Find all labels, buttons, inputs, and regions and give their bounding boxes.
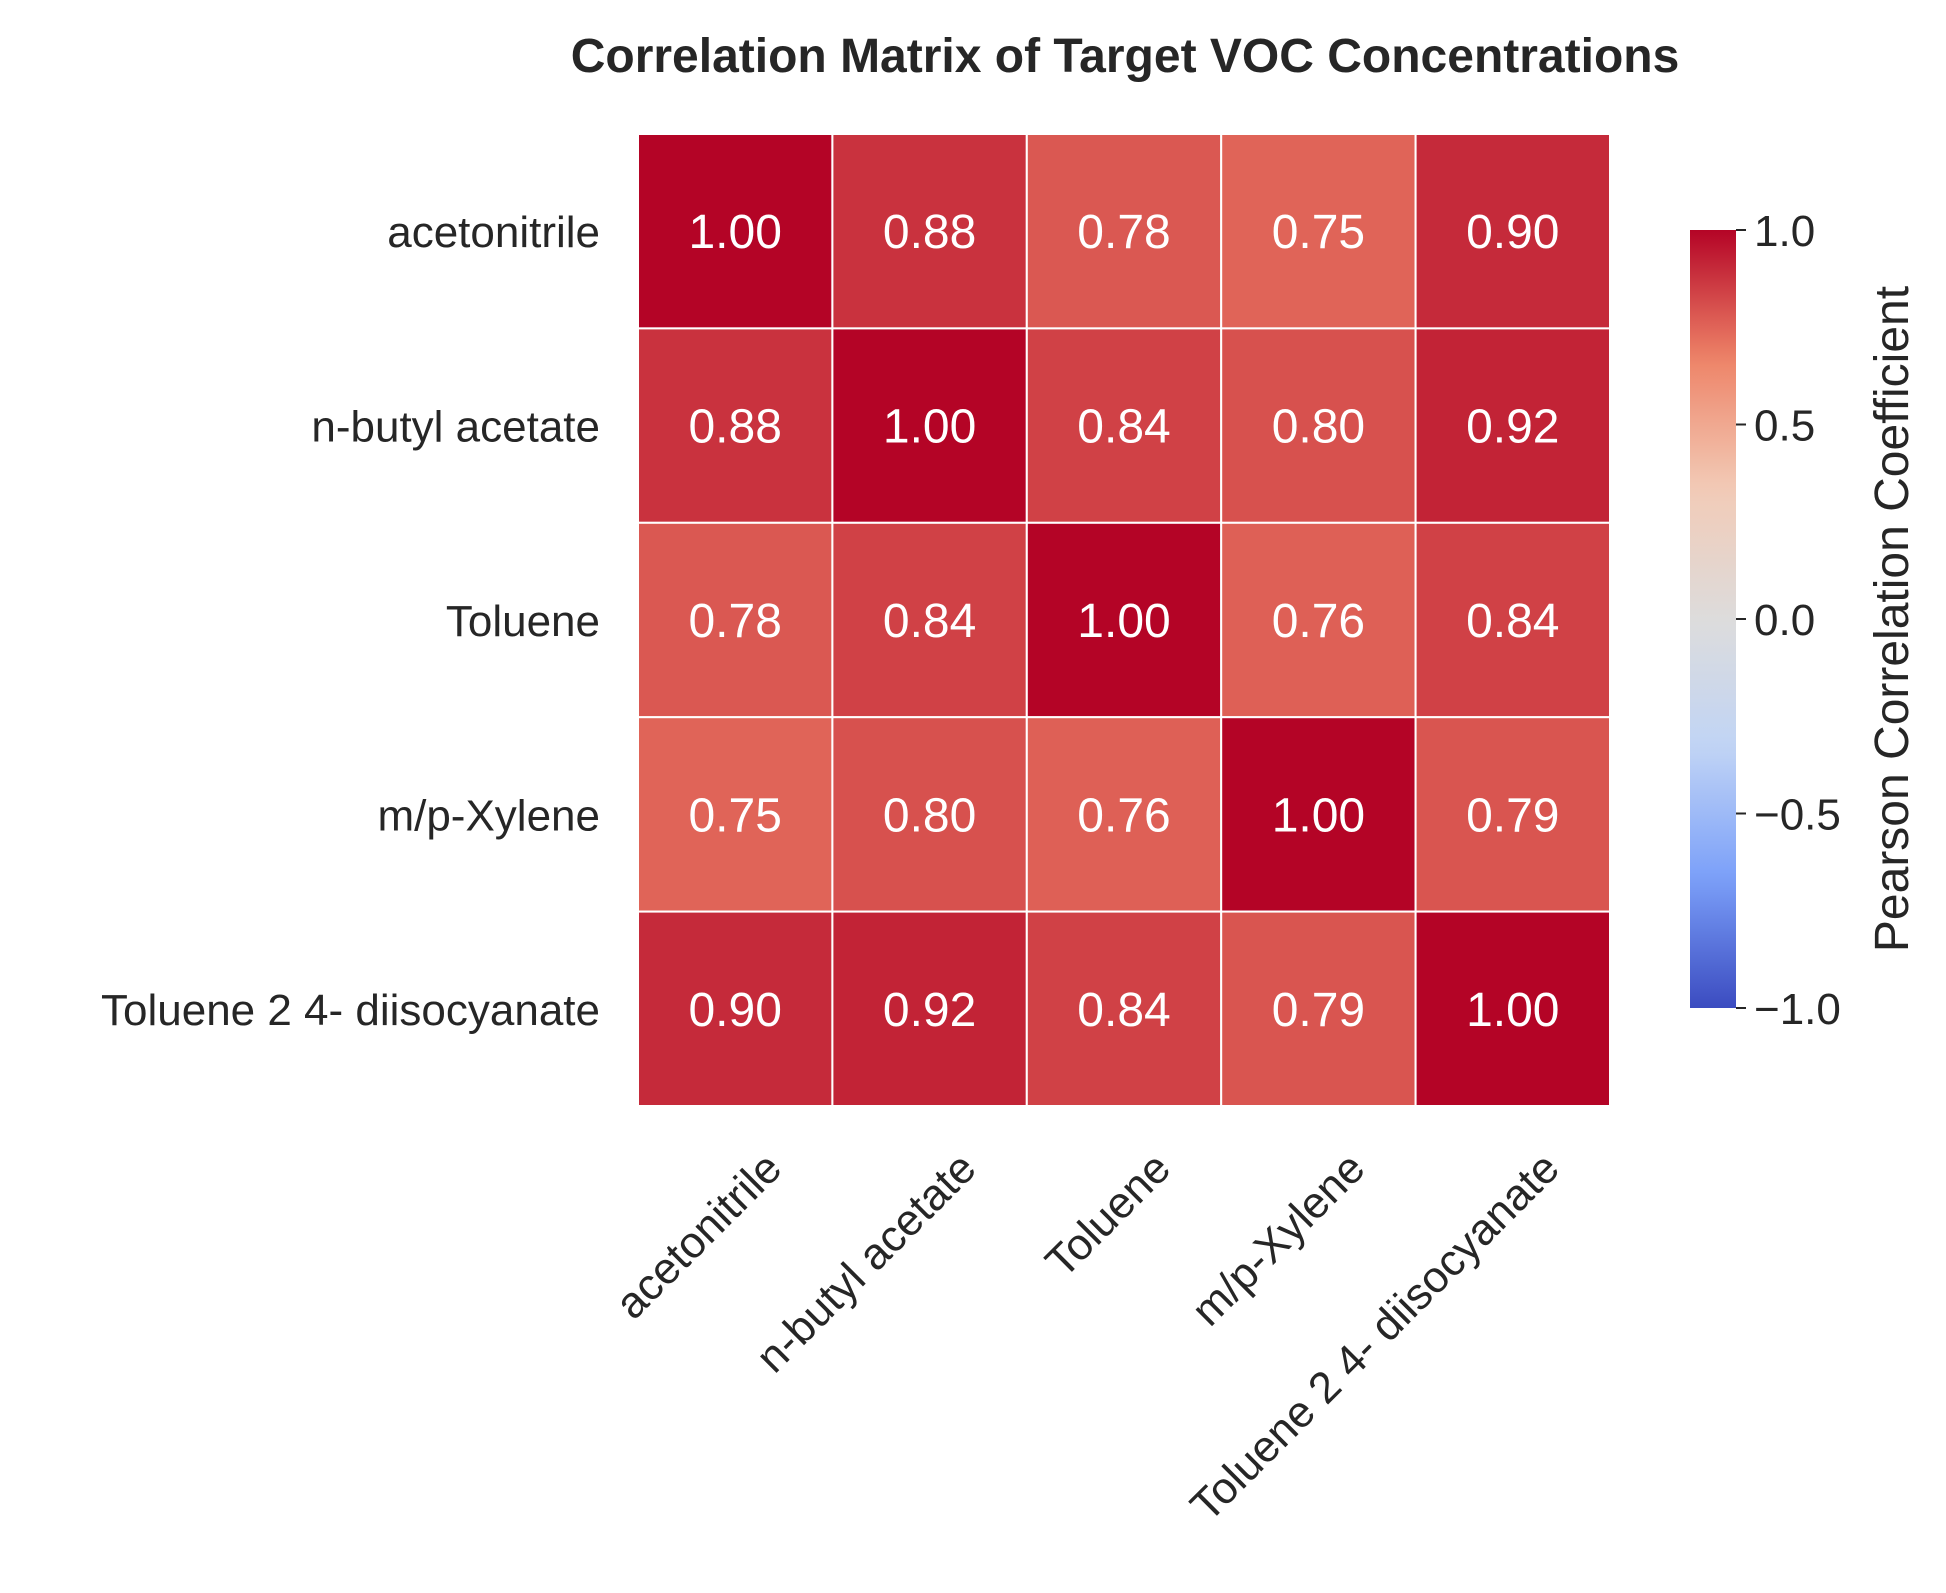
heatmap-cell-toluene-m-p-xylene: [1220, 521, 1417, 719]
colorbar: 1.0 0.5 0.0 −0.5 −1.0 Pearson Correlation Coe…: [1690, 207, 1919, 1034]
heatmap-cell-acetonitrile-acetonitrile: [637, 133, 834, 330]
heatmap-cell-m-p-xylene-m-p-xylene: [1220, 716, 1417, 913]
heatmap-cell-toluene-2-4-diisocyanate-toluene-2-4-diisocyanate: [1414, 910, 1611, 1107]
colorbar-tick-label: 0.5: [1754, 402, 1815, 451]
heatmap-cell-n-butyl-acetate-toluene: [1025, 327, 1223, 524]
cell-value-label: 1.00: [688, 206, 781, 259]
cell-value-label: 0.88: [883, 206, 976, 259]
heatmap-cell-acetonitrile-m-p-xylene: [1220, 133, 1417, 330]
cell-value-label: 0.80: [883, 789, 976, 842]
cell-value-label: 0.88: [688, 401, 781, 454]
cell-value-label: 0.84: [1077, 984, 1170, 1037]
y-axis-tick-labels: acetonitrile n-butyl acetate Toluene m/p-Xy…: [101, 208, 600, 1035]
cell-value-label: 0.75: [688, 789, 781, 842]
y-tick-label-acetonitrile: acetonitrile: [387, 208, 600, 257]
cell-value-label: 0.92: [1466, 401, 1559, 454]
heatmap-cell-m-p-xylene-acetonitrile: [637, 716, 834, 913]
cell-value-label: 0.79: [1466, 789, 1559, 842]
colorbar-tick-label: 0.0: [1754, 596, 1815, 645]
colorbar-tick-label: 1.0: [1754, 207, 1815, 256]
heatmap-cell-toluene-toluene-2-4-diisocyanate: [1414, 521, 1611, 719]
y-tick-label-m-p-xylene: m/p-Xylene: [377, 791, 600, 840]
colorbar-gradient: [1690, 230, 1736, 1008]
cell-value-label: 0.84: [1077, 401, 1170, 454]
heatmap-cell-n-butyl-acetate-n-butyl-acetate: [831, 327, 1028, 524]
colorbar-tick-label: −1.0: [1754, 985, 1841, 1034]
colorbar-tick-label: −0.5: [1754, 791, 1841, 840]
cell-value-label: 0.79: [1272, 984, 1365, 1037]
cell-value-label: 0.75: [1272, 206, 1365, 259]
cell-value-label: 0.90: [1466, 206, 1559, 259]
heatmap-cell-n-butyl-acetate-toluene-2-4-diisocyanate: [1414, 327, 1611, 524]
cell-value-label: 0.76: [1077, 789, 1170, 842]
heatmap-cell-toluene-n-butyl-acetate: [831, 521, 1028, 719]
heatmap-cell-toluene-2-4-diisocyanate-m-p-xylene: [1220, 910, 1417, 1107]
heatmap-cell-acetonitrile-n-butyl-acetate: [831, 133, 1028, 330]
chart-title: Correlation Matrix of Target VOC Concent…: [571, 30, 1680, 83]
heatmap-cell-m-p-xylene-toluene: [1025, 716, 1223, 913]
cell-value-label: 0.90: [688, 984, 781, 1037]
heatmap-cell-toluene-toluene: [1025, 521, 1223, 719]
heatmap-cells: 1.00 0.88 0.78 0.75 0.90 0.88 1.00 0.84 0.80 0.92…: [637, 133, 1611, 1107]
heatmap-cell-toluene-2-4-diisocyanate-n-butyl-acetate: [831, 910, 1028, 1107]
heatmap-cell-toluene-2-4-diisocyanate-acetonitrile: [637, 910, 834, 1107]
heatmap-cell-n-butyl-acetate-m-p-xylene: [1220, 327, 1417, 524]
cell-value-label: 0.84: [883, 595, 976, 648]
cell-value-label: 0.76: [1272, 595, 1365, 648]
heatmap-cell-m-p-xylene-n-butyl-acetate: [831, 716, 1028, 913]
y-tick-label-toluene: Toluene: [446, 597, 600, 646]
cell-value-label: 1.00: [883, 401, 976, 454]
heatmap-cell-m-p-xylene-toluene-2-4-diisocyanate: [1414, 716, 1611, 913]
cell-value-label: 0.80: [1272, 401, 1365, 454]
cell-value-label: 0.84: [1466, 595, 1559, 648]
y-tick-label-n-butyl-acetate: n-butyl acetate: [311, 403, 600, 452]
cell-value-label: 0.78: [1077, 206, 1170, 259]
cell-value-label: 1.00: [1077, 595, 1170, 648]
cell-value-label: 1.00: [1466, 984, 1559, 1037]
y-tick-label-toluene-2-4-diisocyanate: Toluene 2 4- diisocyanate: [101, 986, 600, 1035]
heatmap-cell-acetonitrile-toluene: [1025, 133, 1223, 330]
colorbar-label: Pearson Correlation Coefficient: [1866, 286, 1919, 952]
cell-value-label: 0.78: [688, 595, 781, 648]
heatmap-cell-toluene-2-4-diisocyanate-toluene: [1025, 910, 1223, 1107]
cell-value-label: 1.00: [1272, 789, 1365, 842]
cell-value-label: 0.92: [883, 984, 976, 1037]
